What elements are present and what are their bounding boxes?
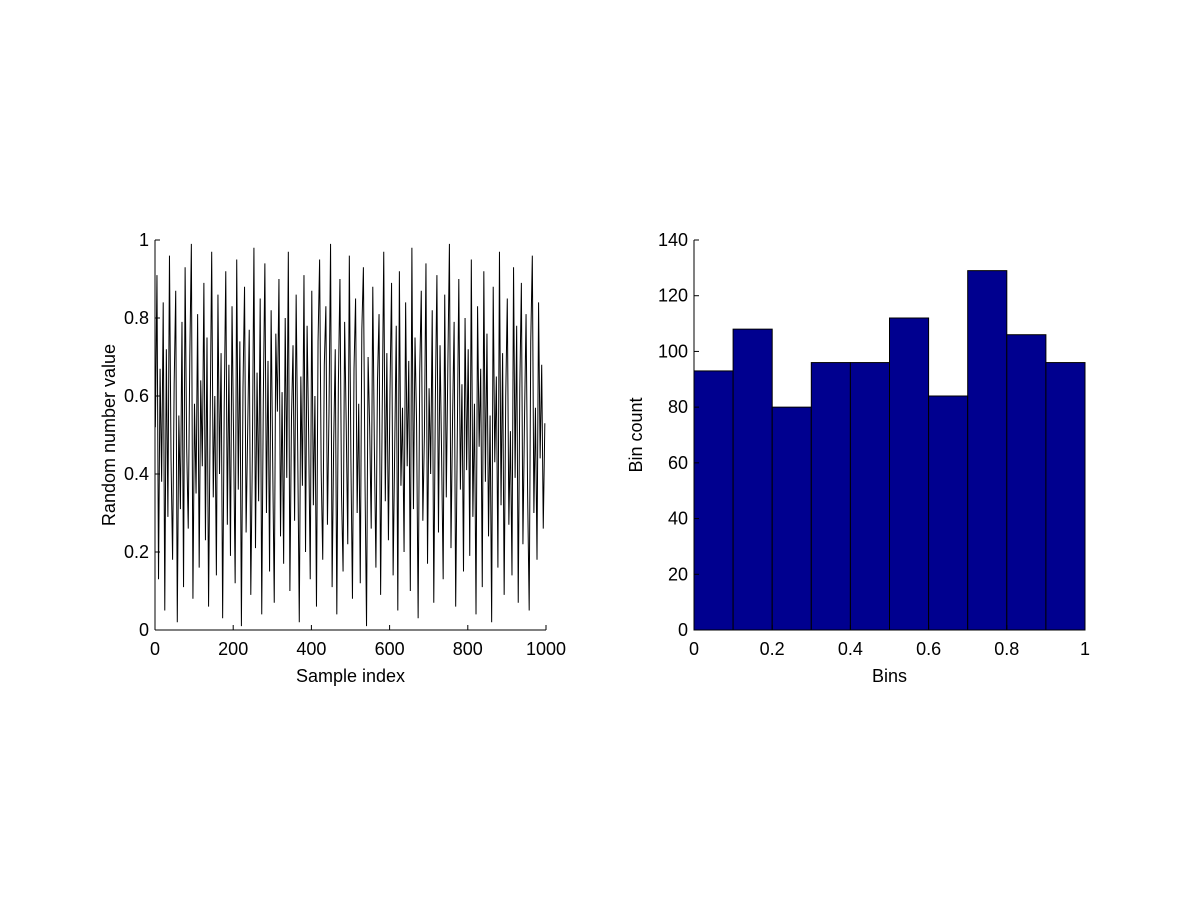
x-tick-label: 0.4 [838,639,863,659]
x-tick-label: 400 [296,639,326,659]
y-tick-label: 0 [139,620,149,640]
bar [889,317,930,631]
y-tick-label: 100 [658,341,688,361]
x-axis-label: Bins [872,666,907,686]
x-tick-label: 0 [689,639,699,659]
x-axis-label: Sample index [296,666,405,686]
bar [1006,334,1047,631]
x-tick-label: 1000 [526,639,566,659]
bar [1045,362,1086,631]
y-tick-label: 60 [668,453,688,473]
y-tick-label: 80 [668,397,688,417]
bar [849,362,891,631]
bar [771,406,812,631]
bar [732,328,773,631]
bar [810,362,851,631]
y-tick-label: 0.6 [124,386,149,406]
y-tick-label: 0.2 [124,542,149,562]
x-tick-label: 0.2 [760,639,785,659]
x-tick-label: 800 [453,639,483,659]
x-tick-label: 0.8 [994,639,1019,659]
bar [693,370,734,631]
y-tick-label: 1 [139,230,149,250]
y-tick-label: 0.4 [124,464,149,484]
y-tick-label: 140 [658,230,688,250]
y-tick-label: 120 [658,286,688,306]
x-tick-label: 0.6 [916,639,941,659]
data-line [154,243,546,627]
x-tick-label: 1 [1080,639,1090,659]
y-tick-label: 0.8 [124,308,149,328]
x-tick-label: 0 [150,639,160,659]
y-tick-label: 0 [678,620,688,640]
bar [967,270,1008,631]
y-axis-label: Bin count [626,397,646,472]
x-tick-label: 200 [218,639,248,659]
y-tick-label: 20 [668,564,688,584]
y-tick-label: 40 [668,509,688,529]
y-axis-label: Random number value [99,344,119,526]
bar [928,395,969,631]
x-tick-label: 600 [375,639,405,659]
